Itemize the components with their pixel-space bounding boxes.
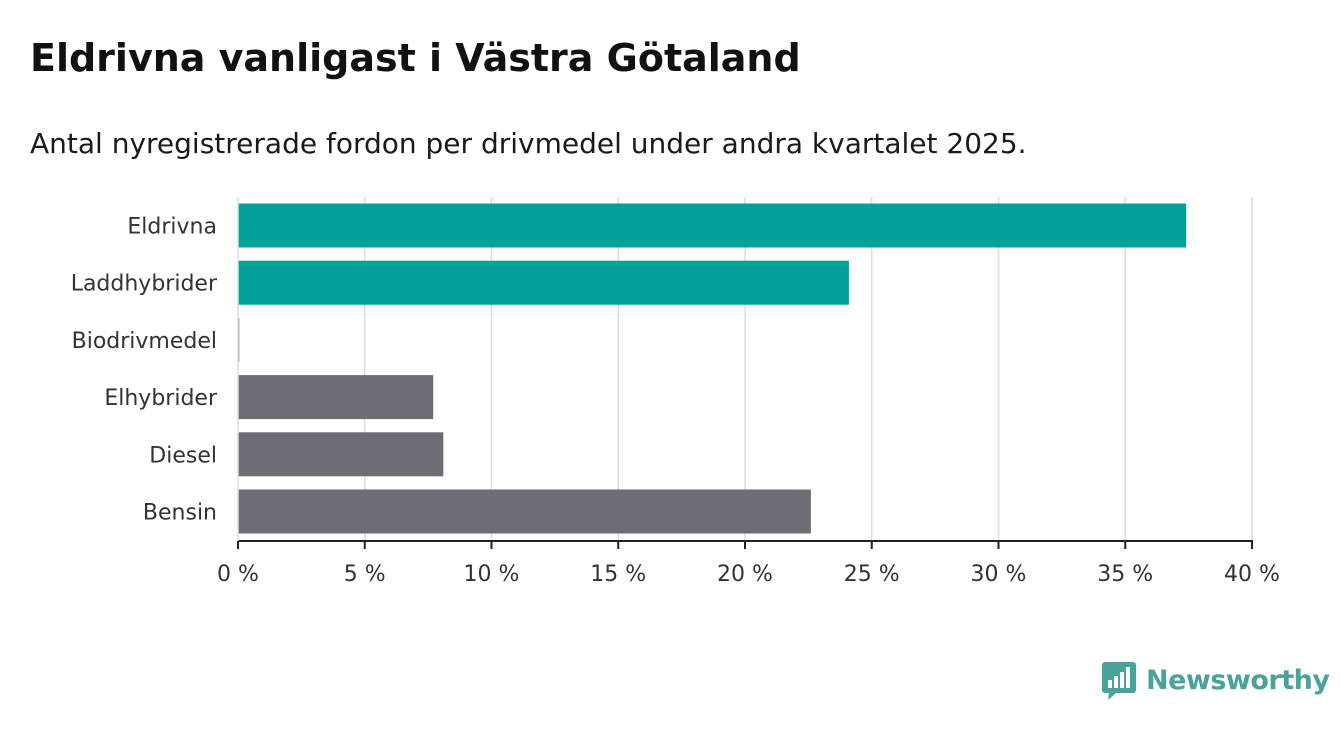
- x-tick-label: 0 %: [217, 562, 259, 587]
- bar: [238, 375, 434, 420]
- x-tick-label: 5 %: [344, 562, 386, 587]
- x-tick-label: 30 %: [971, 562, 1027, 587]
- chart-subtitle: Antal nyregistrerade fordon per drivmede…: [30, 127, 1027, 160]
- x-tick-label: 10 %: [464, 562, 520, 587]
- newsworthy-logo-icon: [1102, 662, 1136, 700]
- brand: Newsworthy: [1102, 660, 1330, 700]
- bar: [238, 260, 849, 305]
- brand-name: Newsworthy: [1146, 664, 1330, 696]
- category-label: Elhybrider: [104, 386, 218, 411]
- bar: [238, 432, 444, 477]
- chart-title: Eldrivna vanligast i Västra Götaland: [30, 36, 801, 80]
- x-tick-label: 20 %: [717, 562, 773, 587]
- x-tick-label: 35 %: [1097, 562, 1153, 587]
- category-label: Eldrivna: [127, 215, 217, 240]
- bar: [238, 203, 1187, 248]
- x-tick-label: 15 %: [590, 562, 646, 587]
- x-tick-label: 40 %: [1224, 562, 1280, 587]
- category-label: Biodrivmedel: [72, 329, 217, 354]
- category-label: Diesel: [149, 443, 217, 468]
- category-label: Laddhybrider: [71, 272, 218, 297]
- bar: [238, 489, 811, 534]
- category-label: Bensin: [143, 501, 217, 526]
- x-tick-label: 25 %: [844, 562, 900, 587]
